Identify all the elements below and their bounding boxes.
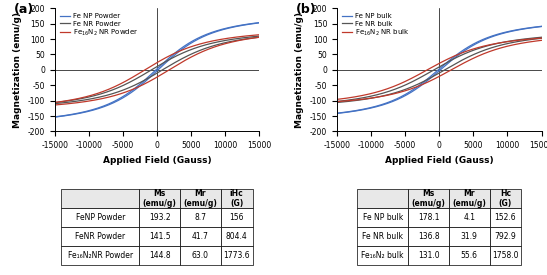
Text: (a): (a) — [14, 3, 34, 16]
X-axis label: Applied Field (Gauss): Applied Field (Gauss) — [385, 156, 493, 165]
X-axis label: Applied Field (Gauss): Applied Field (Gauss) — [103, 156, 211, 165]
Legend: Fe NP bulk, Fe NR bulk, Fe$_{16}$N$_2$ NR bulk: Fe NP bulk, Fe NR bulk, Fe$_{16}$N$_2$ N… — [340, 12, 411, 40]
Text: (b): (b) — [296, 3, 317, 16]
Y-axis label: Magnetization (emu/g): Magnetization (emu/g) — [295, 12, 305, 128]
Legend: Fe NP Powder, Fe NR Powder, Fe$_{16}$N$_2$ NR Powder: Fe NP Powder, Fe NR Powder, Fe$_{16}$N$_… — [58, 12, 140, 40]
Y-axis label: Magnetization (emu/g): Magnetization (emu/g) — [13, 12, 22, 128]
